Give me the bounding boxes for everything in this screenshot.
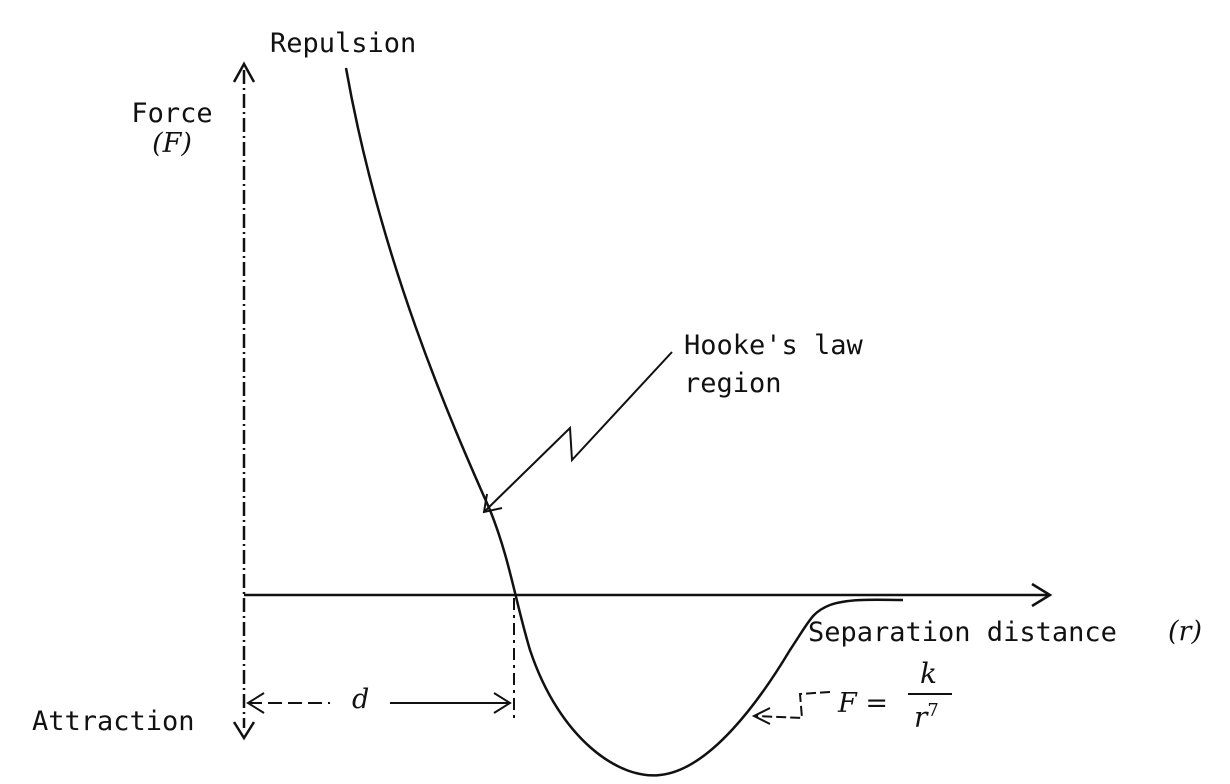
formula-denominator-base: r	[914, 700, 928, 734]
hooke-leader-arrow	[483, 351, 673, 513]
hooke-label-line1: Hooke's law	[684, 330, 863, 361]
separation-axis-title: Separation distance	[808, 617, 1117, 648]
formula-leader-arrowhead	[751, 707, 771, 725]
formula-numerator: k	[920, 657, 937, 690]
separation-axis-symbol: (r)	[1168, 616, 1202, 647]
formula-denominator-exponent: 7	[927, 700, 939, 721]
formula-lhs: F =	[838, 688, 888, 719]
repulsion-label: Repulsion	[270, 28, 417, 59]
formula-leader-arrow	[755, 691, 831, 720]
formula-denominator: r7	[914, 702, 939, 731]
force-curve	[344, 67, 904, 777]
attraction-label: Attraction	[32, 706, 195, 737]
d-arrow-right-head	[493, 692, 512, 714]
force-axis-arrowhead-up	[232, 61, 256, 83]
separation-axis-arrowhead	[1031, 582, 1053, 608]
d-dimension-label: d	[352, 684, 370, 715]
hooke-leader-arrowhead	[482, 493, 503, 514]
force-axis-title: Force	[131, 98, 213, 129]
hooke-label-line2: region	[684, 368, 782, 399]
force-axis-arrowhead-down	[232, 721, 256, 741]
d-arrow-left-head	[246, 692, 265, 714]
force-axis-symbol: (F)	[152, 128, 192, 159]
